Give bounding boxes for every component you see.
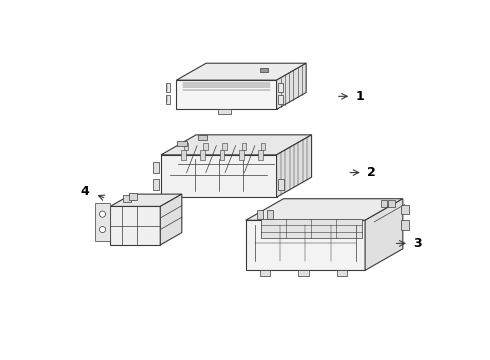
Polygon shape (242, 143, 246, 150)
Polygon shape (123, 195, 130, 202)
Polygon shape (176, 63, 306, 80)
Polygon shape (219, 109, 231, 114)
Polygon shape (401, 220, 409, 230)
Polygon shape (161, 135, 312, 155)
Polygon shape (166, 83, 171, 92)
Polygon shape (160, 194, 182, 245)
Polygon shape (276, 135, 312, 197)
Polygon shape (161, 155, 276, 197)
Polygon shape (176, 80, 276, 109)
Polygon shape (203, 143, 208, 150)
Polygon shape (110, 194, 182, 206)
Polygon shape (389, 200, 394, 207)
Polygon shape (278, 179, 284, 190)
Polygon shape (258, 150, 263, 160)
Polygon shape (268, 210, 273, 219)
Polygon shape (298, 270, 309, 276)
Polygon shape (198, 135, 207, 140)
Polygon shape (153, 179, 159, 190)
Polygon shape (110, 206, 160, 245)
Polygon shape (245, 199, 403, 220)
Polygon shape (381, 200, 387, 207)
Text: 3: 3 (413, 237, 421, 250)
Polygon shape (181, 150, 186, 160)
Polygon shape (95, 203, 110, 241)
Text: 4: 4 (81, 185, 89, 198)
Polygon shape (260, 270, 270, 276)
Polygon shape (220, 150, 224, 160)
Polygon shape (337, 270, 347, 276)
Polygon shape (239, 150, 244, 160)
Polygon shape (278, 83, 283, 92)
Text: 1: 1 (355, 90, 364, 103)
Polygon shape (261, 143, 266, 150)
Polygon shape (129, 193, 137, 201)
Polygon shape (245, 220, 365, 270)
Polygon shape (278, 95, 283, 104)
Polygon shape (166, 95, 171, 104)
Polygon shape (365, 199, 403, 270)
Polygon shape (261, 219, 362, 238)
Text: 2: 2 (367, 166, 375, 179)
Polygon shape (222, 143, 227, 150)
Polygon shape (257, 210, 263, 219)
Polygon shape (200, 150, 205, 160)
Circle shape (99, 211, 106, 217)
Circle shape (99, 226, 106, 233)
Polygon shape (276, 63, 306, 109)
Polygon shape (401, 205, 409, 214)
Polygon shape (184, 143, 189, 150)
Polygon shape (177, 141, 187, 146)
Bar (261, 68, 268, 72)
Polygon shape (153, 162, 159, 173)
